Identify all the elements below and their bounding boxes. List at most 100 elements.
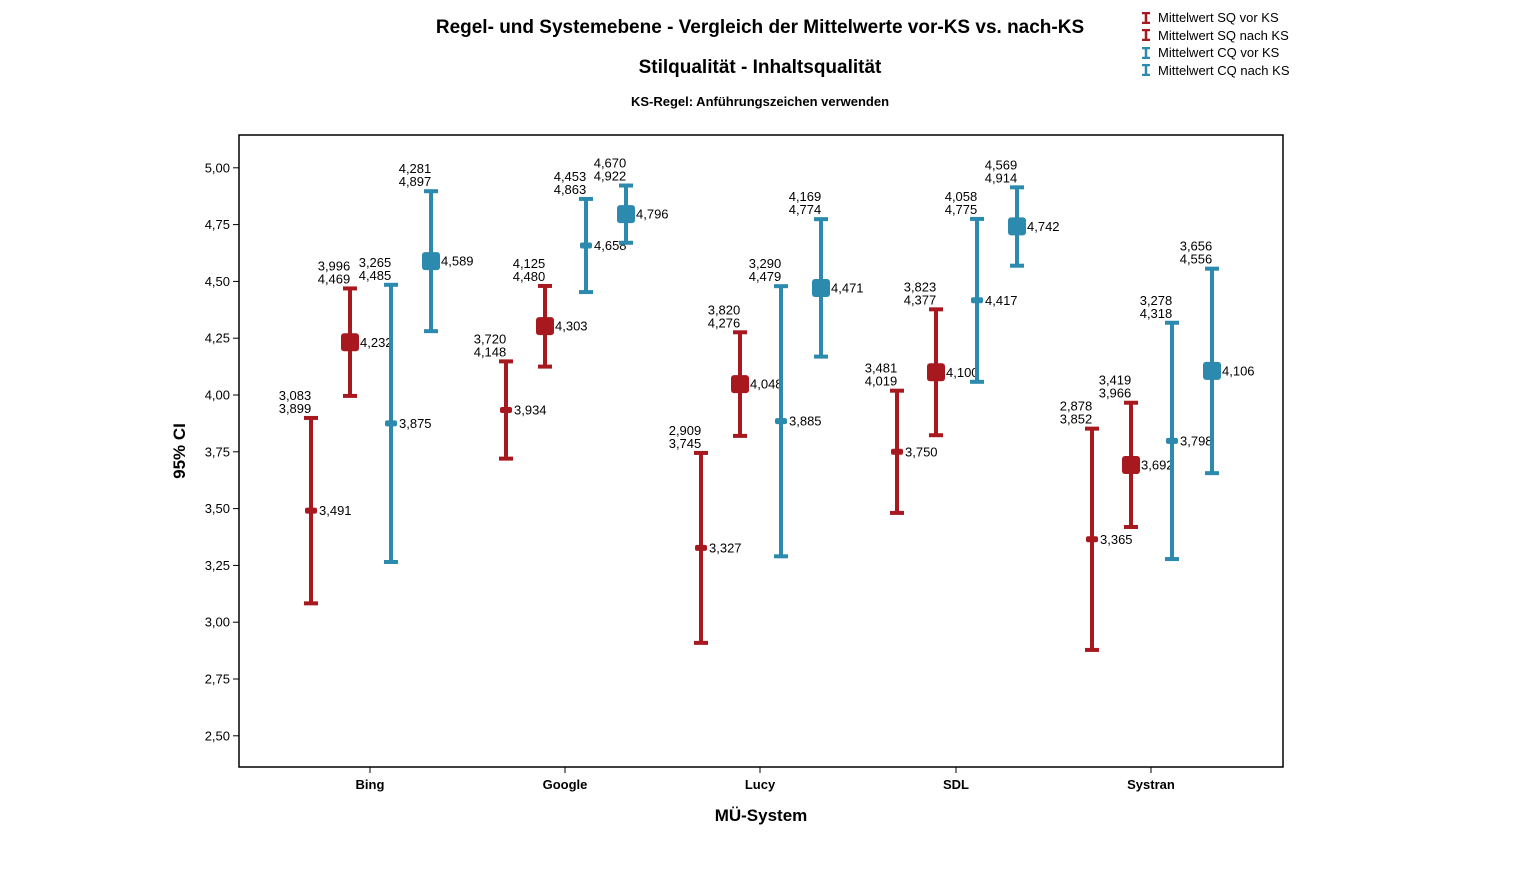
ci-lower-label: 3,656 xyxy=(1180,239,1213,254)
y-tick-label: 3,50 xyxy=(205,501,230,516)
mean-marker xyxy=(1008,217,1026,236)
y-tick-label: 4,00 xyxy=(205,388,230,403)
ci-lower-label: 3,823 xyxy=(904,279,937,294)
legend-item-cq-vor: Mittelwert CQ vor KS xyxy=(1140,44,1290,62)
ci-lower-label: 3,820 xyxy=(708,302,741,317)
ci-upper-label: 4,148 xyxy=(474,344,507,359)
mean-marker xyxy=(1086,536,1098,543)
mean-marker xyxy=(385,420,397,427)
mean-label: 3,934 xyxy=(514,402,547,417)
ci-lower-label: 3,290 xyxy=(749,256,782,271)
ci-lower-label: 3,996 xyxy=(318,258,351,273)
mean-label: 4,100 xyxy=(946,365,979,380)
mean-marker xyxy=(617,205,635,224)
ci-lower-label: 4,670 xyxy=(594,156,627,171)
legend-label: Mittelwert SQ vor KS xyxy=(1158,10,1279,26)
errorbar-legend-icon xyxy=(1142,29,1150,42)
x-tick-label: SDL xyxy=(943,777,969,792)
ci-upper-label: 4,914 xyxy=(985,170,1018,185)
legend-item-sq-nach: Mittelwert SQ nach KS xyxy=(1140,27,1290,45)
ci-upper-label: 4,318 xyxy=(1140,306,1173,321)
ci-upper-label: 4,469 xyxy=(318,271,351,286)
errorbar-legend-icon xyxy=(1142,64,1150,77)
x-axis-label: MÜ-System xyxy=(715,806,808,825)
chart-title: Regel- und Systemebene - Vergleich der M… xyxy=(435,17,1085,38)
x-tick-label: Systran xyxy=(1127,777,1175,792)
x-tick-label: Bing xyxy=(356,777,385,792)
ci-upper-label: 3,745 xyxy=(669,436,702,451)
legend-label: Mittelwert CQ nach KS xyxy=(1158,62,1290,78)
y-tick-label: 3,25 xyxy=(205,558,230,573)
mean-label: 3,692 xyxy=(1141,457,1174,472)
y-axis-label: 95% CI xyxy=(170,423,189,479)
mean-label: 3,885 xyxy=(789,414,822,429)
mean-label: 3,327 xyxy=(709,540,742,555)
y-tick-label: 3,00 xyxy=(205,615,230,630)
mean-label: 3,798 xyxy=(1180,433,1213,448)
ci-upper-label: 4,775 xyxy=(945,202,978,217)
mean-marker xyxy=(422,252,440,271)
mean-label: 3,365 xyxy=(1100,532,1133,547)
mean-label: 3,491 xyxy=(319,503,352,518)
y-tick-label: 5,00 xyxy=(205,160,230,175)
ci-upper-label: 3,852 xyxy=(1060,412,1093,427)
legend-label: Mittelwert CQ vor KS xyxy=(1158,45,1280,61)
mean-marker xyxy=(580,242,592,249)
mean-label: 4,742 xyxy=(1027,219,1060,234)
ci-lower-label: 4,453 xyxy=(554,169,587,184)
legend-item-cq-nach: Mittelwert CQ nach KS xyxy=(1140,62,1290,80)
mean-label: 4,232 xyxy=(360,335,393,350)
mean-marker xyxy=(731,375,749,394)
mean-marker xyxy=(695,544,707,551)
ci-lower-label: 3,083 xyxy=(279,388,312,403)
chart-subtitle: Stilqualität - Inhaltsqualität xyxy=(638,57,882,78)
ci-upper-label: 3,966 xyxy=(1099,386,1132,401)
ci-lower-label: 3,419 xyxy=(1099,373,1132,388)
mean-label: 4,471 xyxy=(831,280,864,295)
legend-label: Mittelwert SQ nach KS xyxy=(1158,27,1289,43)
mean-label: 3,750 xyxy=(905,444,938,459)
mean-marker xyxy=(971,297,983,304)
mean-marker xyxy=(1203,361,1221,380)
ci-lower-label: 4,169 xyxy=(789,189,822,204)
ci-lower-label: 2,878 xyxy=(1060,399,1093,414)
y-tick-label: 2,50 xyxy=(205,728,230,743)
ci-lower-label: 4,281 xyxy=(399,161,432,176)
ci-upper-label: 4,485 xyxy=(359,268,392,283)
mean-marker xyxy=(812,278,830,297)
mean-label: 4,796 xyxy=(636,207,669,222)
ci-upper-label: 4,897 xyxy=(399,174,432,189)
ci-lower-label: 2,909 xyxy=(669,423,702,438)
ci-upper-label: 4,276 xyxy=(708,315,741,330)
mean-marker xyxy=(305,507,317,514)
ci-lower-label: 3,278 xyxy=(1140,293,1173,308)
ci-upper-label: 4,863 xyxy=(554,182,587,197)
mean-marker xyxy=(500,406,512,413)
x-tick-label: Lucy xyxy=(745,777,776,792)
mean-marker xyxy=(1122,455,1140,474)
errorbar-legend-icon xyxy=(1142,11,1150,24)
y-tick-label: 4,25 xyxy=(205,331,230,346)
ci-upper-label: 4,556 xyxy=(1180,252,1213,267)
mean-marker xyxy=(536,317,554,336)
mean-label: 4,048 xyxy=(750,377,783,392)
y-tick-label: 3,75 xyxy=(205,444,230,459)
